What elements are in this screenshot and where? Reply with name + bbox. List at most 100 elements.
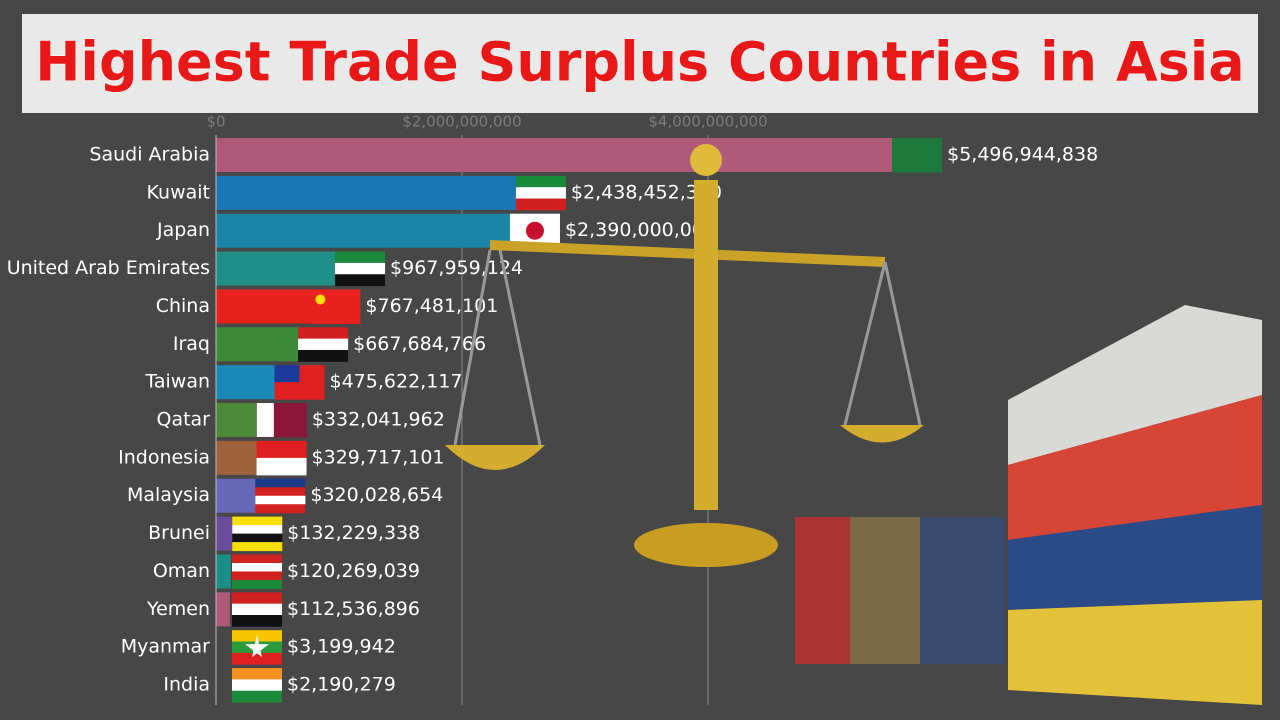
base bbox=[634, 523, 778, 567]
value-label: $5,496,944,838 bbox=[947, 144, 1098, 166]
containers bbox=[795, 305, 1262, 705]
decoration bbox=[445, 144, 1262, 705]
container bbox=[1008, 305, 1262, 465]
value-label: $120,269,039 bbox=[287, 560, 420, 582]
flag-stripe bbox=[255, 495, 306, 505]
value-label: $329,717,101 bbox=[312, 446, 445, 468]
flag bbox=[232, 516, 283, 552]
value-label: $967,959,124 bbox=[390, 257, 523, 279]
flag-stripe bbox=[232, 571, 282, 581]
y-tick-label: Malaysia bbox=[127, 484, 210, 506]
flag-stripe bbox=[232, 554, 282, 564]
flag bbox=[256, 403, 307, 438]
value-label: $332,041,962 bbox=[312, 409, 445, 431]
flag-stripe bbox=[892, 138, 943, 173]
flag-stripe bbox=[232, 533, 283, 543]
value-label: $3,199,942 bbox=[287, 636, 396, 658]
bar bbox=[216, 327, 299, 362]
flag bbox=[515, 175, 566, 211]
y-tick-label: Taiwan bbox=[144, 371, 210, 393]
container bbox=[1008, 395, 1262, 540]
value-label: $112,536,896 bbox=[287, 598, 420, 620]
flag-stripe bbox=[232, 516, 283, 526]
bar bbox=[216, 289, 311, 324]
container bbox=[920, 517, 1005, 664]
flag-stripe bbox=[255, 487, 306, 497]
y-tick-label: Brunei bbox=[148, 522, 210, 544]
flag-stripe bbox=[232, 525, 283, 535]
flag-stripe bbox=[298, 327, 349, 340]
flag-stripe bbox=[255, 478, 306, 488]
x-tick-label: $0 bbox=[206, 113, 225, 131]
pan bbox=[840, 425, 924, 443]
flag bbox=[274, 365, 325, 400]
value-label: $132,229,338 bbox=[287, 522, 420, 544]
x-tick-label: $2,000,000,000 bbox=[402, 113, 521, 131]
title-box bbox=[22, 14, 1258, 113]
flag-stripe bbox=[310, 289, 361, 324]
y-tick-label: Kuwait bbox=[147, 181, 210, 203]
flag-stripe bbox=[335, 251, 386, 264]
bar bbox=[216, 403, 257, 438]
plot: $0 $2,000,000,000 $4,000,000,000 Saudi Arab… bbox=[7, 113, 1098, 705]
value-label: $2,438,452,300 bbox=[571, 181, 722, 203]
y-tick-label: Myanmar bbox=[121, 636, 210, 658]
container bbox=[850, 517, 920, 664]
flag-band bbox=[256, 403, 274, 438]
knob bbox=[690, 144, 722, 176]
flag-stripe bbox=[335, 262, 386, 275]
chain bbox=[498, 249, 542, 446]
bar bbox=[216, 554, 231, 589]
chain bbox=[883, 261, 922, 426]
y-tick-label: China bbox=[156, 295, 210, 317]
flag bbox=[298, 327, 349, 362]
flag-stripe bbox=[232, 542, 283, 552]
flag-stripe bbox=[232, 592, 282, 605]
y-tick-label: Oman bbox=[153, 560, 210, 582]
flag bbox=[232, 630, 282, 665]
flag bbox=[232, 554, 282, 589]
bar bbox=[216, 213, 510, 248]
flag bbox=[310, 289, 361, 324]
flag bbox=[892, 138, 943, 173]
y-tick-label: India bbox=[163, 674, 210, 696]
bar bbox=[216, 516, 233, 551]
flag-stripe bbox=[232, 690, 282, 703]
y-tick-label: United Arab Emirates bbox=[7, 257, 210, 279]
bar bbox=[216, 175, 516, 210]
flag bbox=[335, 251, 386, 287]
container bbox=[1008, 600, 1262, 705]
flag-canton bbox=[274, 365, 300, 383]
flag-stripe bbox=[232, 579, 282, 589]
flag-stripe bbox=[232, 603, 282, 616]
flag-stripe bbox=[232, 652, 282, 665]
flag-stripe bbox=[298, 338, 349, 351]
flag-stripe bbox=[232, 614, 282, 627]
bar bbox=[216, 138, 893, 172]
flag-stripe bbox=[298, 349, 349, 362]
y-tick-label: Yemen bbox=[146, 598, 210, 620]
scale bbox=[445, 144, 924, 567]
value-label: $2,190,279 bbox=[287, 674, 396, 696]
flag-stripe bbox=[515, 175, 566, 188]
flag-stripe bbox=[232, 668, 282, 680]
chart-title: Highest Trade Surplus Countries in Asia bbox=[35, 31, 1245, 94]
flag bbox=[232, 668, 282, 703]
value-label: $320,028,654 bbox=[310, 484, 443, 506]
flag-stripe bbox=[232, 679, 282, 692]
flag-emblem bbox=[525, 221, 544, 240]
y-tick-label: Iraq bbox=[173, 333, 210, 355]
bar bbox=[216, 478, 256, 513]
flag bbox=[255, 478, 306, 514]
flag-emblem bbox=[315, 294, 326, 305]
pan bbox=[445, 445, 545, 470]
value-label: $2,390,000,000 bbox=[565, 219, 716, 241]
chain bbox=[453, 249, 492, 446]
flag-stripe bbox=[515, 198, 566, 211]
y-tick-label: Qatar bbox=[156, 409, 210, 431]
flag-stripe bbox=[515, 187, 566, 200]
flag-stripe bbox=[255, 504, 306, 514]
value-label: $767,481,101 bbox=[365, 295, 498, 317]
container bbox=[1008, 505, 1262, 610]
